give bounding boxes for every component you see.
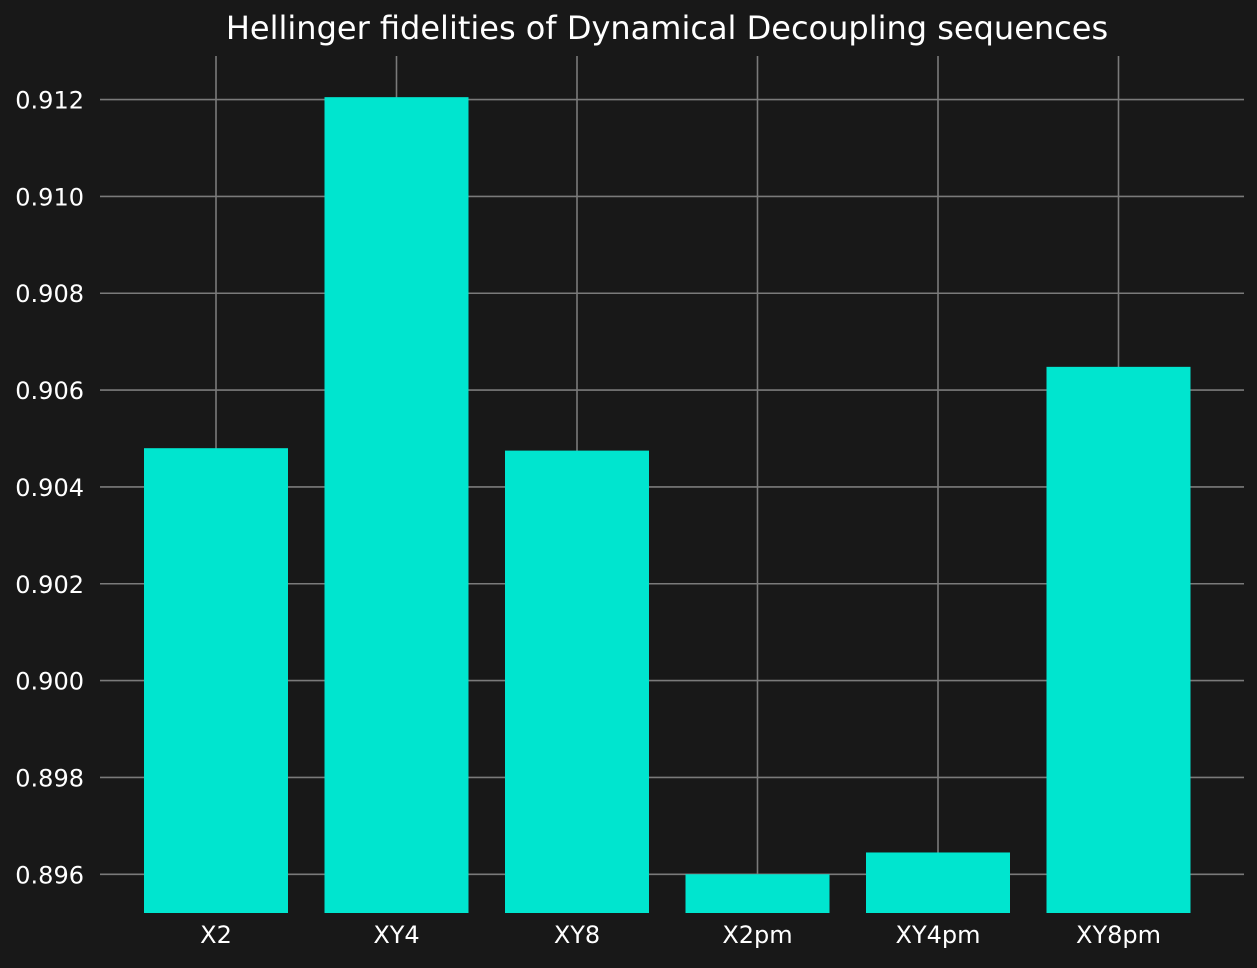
y-tick-label: 0.906 <box>15 377 84 405</box>
label-layer: 0.896 0.898 0.900 0.902 0.904 0.906 0.908 0.910… <box>15 87 1161 949</box>
bar-x2 <box>144 448 288 913</box>
x-tick-label: XY8 <box>554 921 600 949</box>
y-tick-label: 0.912 <box>15 87 84 115</box>
bar-xy8 <box>505 450 649 913</box>
y-tick-label: 0.910 <box>15 183 84 211</box>
x-tick-label: XY4pm <box>896 921 981 949</box>
bar-xy4 <box>324 97 469 913</box>
x-tick-label: X2 <box>200 921 232 949</box>
y-tick-label: 0.896 <box>15 861 84 889</box>
bar-xy4pm <box>866 852 1010 913</box>
y-tick-label: 0.904 <box>15 474 84 502</box>
y-tick-label: 0.898 <box>15 764 84 792</box>
y-tick-label: 0.900 <box>15 668 84 696</box>
bar-layer <box>144 97 1191 913</box>
bar-xy8pm <box>1046 366 1191 913</box>
x-tick-label: XY8pm <box>1076 921 1161 949</box>
x-tick-label: XY4 <box>373 921 419 949</box>
y-tick-label: 0.902 <box>15 571 84 599</box>
bar-x2pm <box>685 874 830 913</box>
x-tick-label: X2pm <box>722 921 792 949</box>
chart-title: Hellinger fidelities of Dynamical Decoup… <box>226 9 1108 47</box>
y-tick-label: 0.908 <box>15 280 84 308</box>
